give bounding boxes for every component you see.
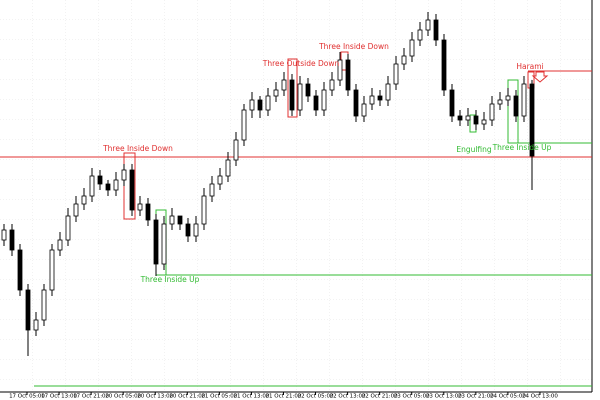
candle-body (449, 89, 455, 117)
candle-body (129, 169, 135, 211)
candle-body (41, 289, 47, 321)
candle-body (209, 183, 215, 197)
candle-body (17, 249, 23, 291)
x-tick-label: 17 Oct 05:00 (9, 394, 45, 400)
candle-body (273, 89, 279, 97)
candle-body (137, 203, 143, 211)
candle-body (425, 19, 431, 31)
candle-body (201, 195, 207, 225)
candle-body (305, 83, 311, 97)
candle-body (49, 249, 55, 291)
pattern-label: Three Inside Down (102, 144, 173, 153)
pattern-box (287, 58, 298, 118)
x-tick-label: 22 Oct 13:00 (330, 394, 366, 400)
candle-body (481, 119, 487, 125)
candle-body (361, 103, 367, 117)
sell-arrow (531, 71, 549, 83)
x-tick-label: 21 Oct 05:00 (201, 394, 237, 400)
x-tick-label: 21 Oct 13:00 (233, 394, 269, 400)
candle-body (529, 83, 535, 157)
candle-body (57, 239, 63, 251)
candle-body (521, 83, 527, 117)
candle-body (153, 219, 159, 265)
x-tick-label: 20 Oct 05:00 (105, 394, 141, 400)
candle-body (393, 63, 399, 85)
pattern-label: Engulfing (456, 145, 492, 154)
candle-body (145, 203, 151, 221)
candle-body (313, 95, 319, 111)
candle-body (321, 89, 327, 111)
candle-body (353, 89, 359, 117)
candle-body (473, 115, 479, 125)
candle-body (25, 289, 31, 331)
candle-body (97, 175, 103, 185)
x-tick-label: 24 Oct 13:00 (522, 394, 558, 400)
candle-body (417, 29, 423, 41)
x-tick-label: 21 Oct 21:00 (266, 394, 302, 400)
plot-grid (0, 0, 592, 392)
candle-body (401, 55, 407, 65)
x-tick-label: 22 Oct 21:00 (362, 394, 398, 400)
candle-body (9, 229, 15, 251)
candle-body (89, 175, 95, 197)
candle-body (433, 19, 439, 41)
pattern-label: Three Inside Down (318, 42, 389, 51)
candle-body (73, 203, 79, 217)
candle-body (105, 183, 111, 191)
candle-body (337, 59, 343, 81)
candle-body (81, 195, 87, 205)
candle-body (409, 39, 415, 57)
candle-body (185, 223, 191, 237)
x-tick-label: 20 Oct 13:00 (137, 394, 173, 400)
candle-body (281, 79, 287, 91)
pattern-label: Three Outside Down (262, 59, 340, 68)
pattern-label: Harami (516, 62, 543, 71)
candle-body (497, 99, 503, 105)
candle-body (465, 115, 471, 121)
pattern-label: Three Inside Up (140, 275, 200, 284)
candle-body (345, 59, 351, 91)
candle-body (193, 223, 199, 237)
pattern-label: Three Inside Up (492, 143, 552, 152)
candle-body (121, 169, 127, 181)
candle-body (289, 79, 295, 111)
candle-body (241, 109, 247, 141)
x-tick-label: 20 Oct 21:00 (169, 394, 205, 400)
candle-body (113, 179, 119, 191)
x-tick-label: 22 Oct 05:00 (298, 394, 334, 400)
candle-body (329, 79, 335, 91)
x-tick-label: 17 Oct 13:00 (41, 394, 77, 400)
candle-body (297, 83, 303, 111)
x-tick-label: 23 Oct 05:00 (394, 394, 430, 400)
candle-body (225, 159, 231, 177)
candle-body (377, 95, 383, 101)
candle-body (369, 95, 375, 105)
candle-body (217, 175, 223, 185)
candle-body (33, 319, 39, 331)
candle-body (257, 99, 263, 111)
candle-body (161, 223, 167, 265)
candle-body (457, 115, 463, 121)
x-tick-label: 24 Oct 05:00 (490, 394, 526, 400)
x-tick-label: 23 Oct 21:00 (458, 394, 494, 400)
candle-body (169, 215, 175, 225)
x-tick-label: 23 Oct 13:00 (426, 394, 462, 400)
candle-body (441, 39, 447, 91)
candle-body (249, 99, 255, 111)
candle-body (177, 215, 183, 225)
candle-body (65, 215, 71, 241)
candle-body (489, 103, 495, 121)
candle-body (265, 95, 271, 111)
candle-body (233, 139, 239, 161)
candle-body (505, 95, 511, 101)
candle-body (385, 83, 391, 101)
candle-body (513, 95, 519, 117)
x-tick-label: 17 Oct 21:00 (73, 394, 109, 400)
candle-body (1, 229, 7, 241)
